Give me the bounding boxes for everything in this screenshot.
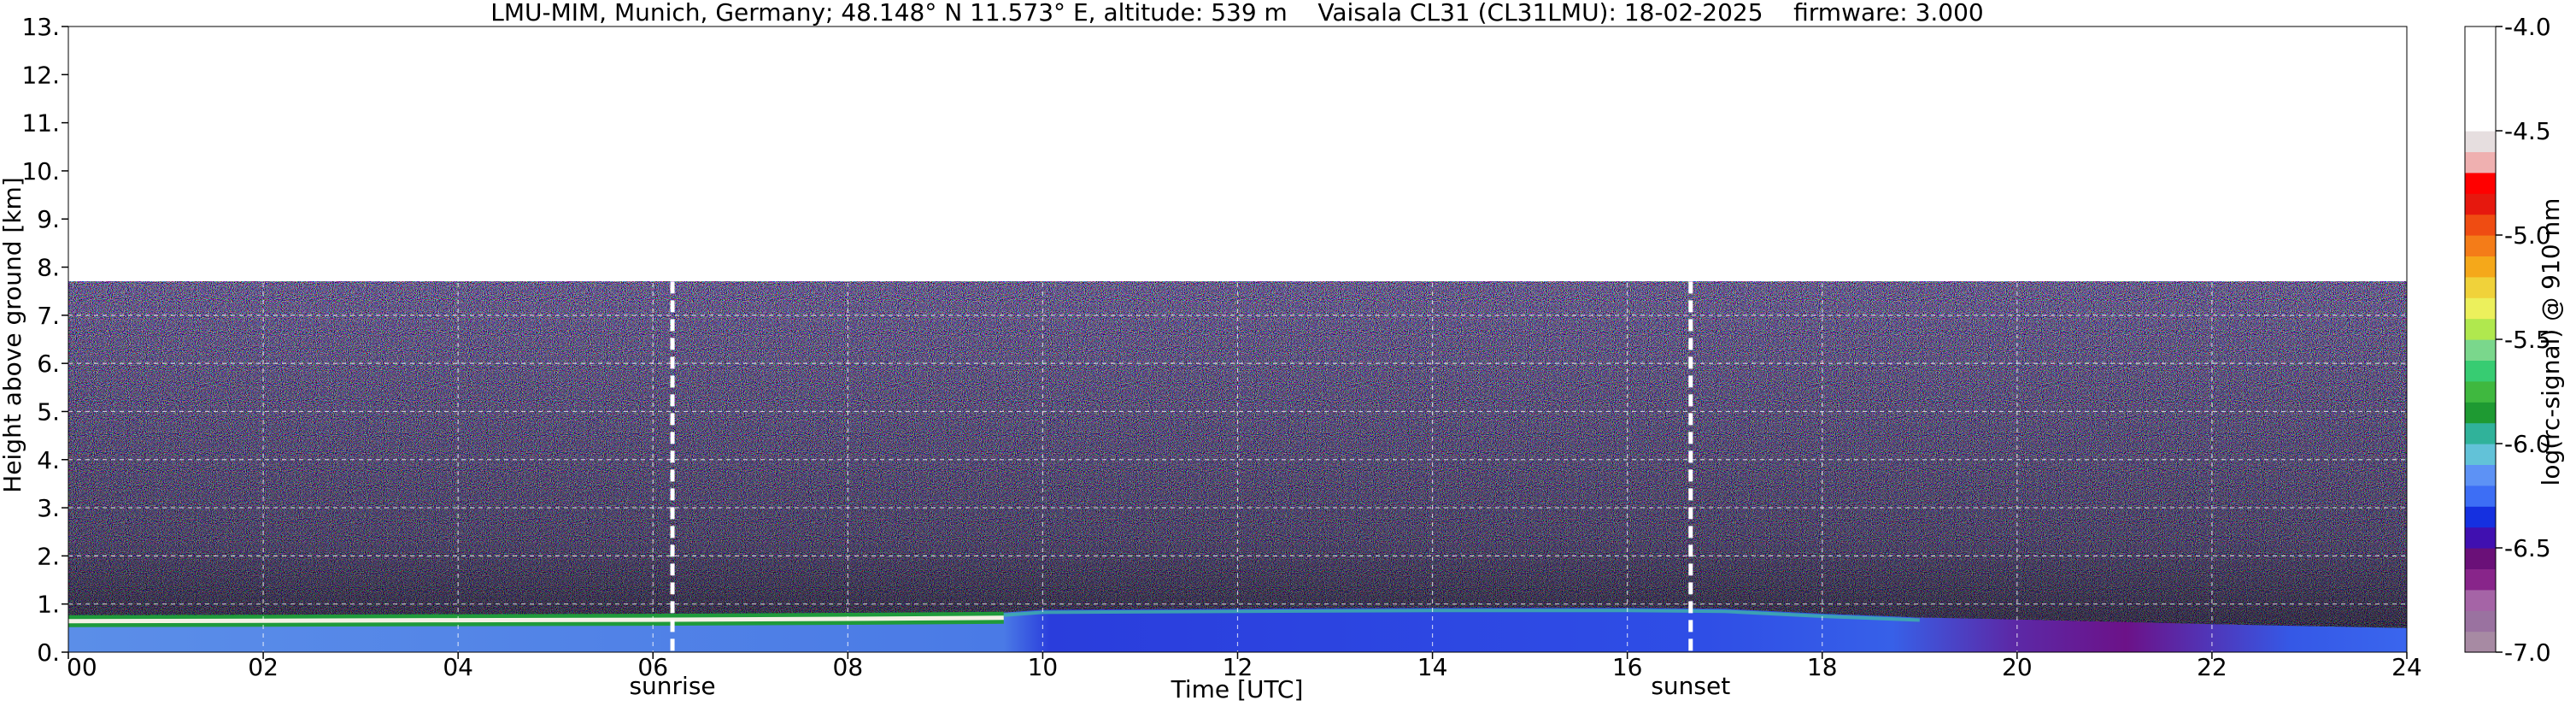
colorbar-segment xyxy=(2465,339,2496,361)
colorbar-segment xyxy=(2465,422,2496,444)
x-tick-label: 06 xyxy=(637,653,668,681)
colorbar-tick-label: -6.5 xyxy=(2504,534,2551,562)
grid xyxy=(68,26,2407,652)
colorbar-segment xyxy=(2465,172,2496,194)
colorbar-segment xyxy=(2465,256,2496,278)
y-tick-label: 0. xyxy=(37,638,60,667)
x-tick-label: 24 xyxy=(2391,653,2422,681)
x-axis: sunrise sunset 00 02 04 06 08 10 12 14 16 18 20 22 24 xyxy=(67,652,2422,700)
boundary-layer-edge-teal xyxy=(1003,609,1920,622)
y-tick-label: 12. xyxy=(21,61,60,89)
x-tick-label: 10 xyxy=(1028,653,1059,681)
x-tick-label: 08 xyxy=(833,653,864,681)
colorbar-tick-label: -5.5 xyxy=(2504,326,2551,354)
plot-area xyxy=(68,26,2407,652)
colorbar-label: log(rc-signal) @ 910 nm xyxy=(2537,198,2565,486)
event-lines xyxy=(670,281,1693,652)
colorbar-segment xyxy=(2465,464,2496,486)
colorbar-segment xyxy=(2465,360,2496,382)
colorbar-segment xyxy=(2465,527,2496,549)
colorbar-tick-label: -5.0 xyxy=(2504,221,2551,250)
colorbar-segment xyxy=(2465,235,2496,256)
x-tick-label: 02 xyxy=(248,653,279,681)
x-tick-label: 14 xyxy=(1417,653,1448,681)
colorbar-segment xyxy=(2465,131,2496,152)
y-tick-label: 1. xyxy=(37,591,60,619)
y-tick-label: 10. xyxy=(21,157,60,185)
x-tick-label: 04 xyxy=(443,653,473,681)
y-tick-label: 2. xyxy=(37,542,60,570)
colorbar xyxy=(2464,26,2497,653)
y-tick-label: 7. xyxy=(37,302,60,330)
colorbar-segment xyxy=(2465,318,2496,340)
chart-title: LMU-MIM, Munich, Germany; 48.148° N 11.5… xyxy=(490,0,1984,26)
y-tick-label: 6. xyxy=(37,350,60,378)
y-tick-label: 5. xyxy=(37,397,60,426)
x-tick-label: 12 xyxy=(1223,653,1253,681)
colorbar-tick-label: -6.0 xyxy=(2504,430,2551,458)
colorbar-segment xyxy=(2465,610,2496,632)
y-tick-label: 11. xyxy=(21,109,60,138)
colorbar-segment xyxy=(2465,26,2496,132)
colorbar-segment xyxy=(2465,214,2496,236)
sunset-label: sunset xyxy=(1651,672,1730,700)
colorbar-segment xyxy=(2465,548,2496,569)
colorbar-segment xyxy=(2465,568,2496,591)
sunrise-label: sunrise xyxy=(629,672,715,700)
colorbar-segment xyxy=(2465,402,2496,424)
x-tick-label: 00 xyxy=(67,653,97,681)
colorbar-segment xyxy=(2465,631,2496,653)
y-axis: 0. 1. 2. 3. 4. 5. 6. 7. 8. 9. 10. 11. 12. 13. xyxy=(21,13,68,667)
x-tick-label: 18 xyxy=(1807,653,1838,681)
colorbar-segment xyxy=(2465,506,2496,528)
colorbar-segment xyxy=(2465,380,2496,403)
colorbar-segment xyxy=(2465,297,2496,320)
x-tick-label: 22 xyxy=(2197,653,2227,681)
colorbar-segment xyxy=(2465,485,2496,507)
y-tick-label: 3. xyxy=(37,494,60,522)
y-tick-label: 8. xyxy=(37,254,60,282)
y-tick-label: 13. xyxy=(21,13,60,41)
colorbar-axis: -4.0 -4.5 -5.0 -5.5 -6.0 -6.5 -7.0 xyxy=(2496,13,2551,667)
colorbar-segment xyxy=(2465,193,2496,215)
y-tick-label: 9. xyxy=(37,205,60,233)
x-tick-label: 16 xyxy=(1612,653,1643,681)
colorbar-segment xyxy=(2465,276,2496,298)
y-axis-label: Height above ground [km] xyxy=(0,177,26,493)
x-axis-label: Time [UTC] xyxy=(1171,675,1304,703)
colorbar-tick-label: -7.0 xyxy=(2504,638,2551,667)
colorbar-segment xyxy=(2465,151,2496,174)
colorbar-segment xyxy=(2465,589,2496,611)
boundary-layer-edge-white xyxy=(68,615,1004,624)
colorbar-tick-label: -4.5 xyxy=(2504,117,2551,145)
colorbar-tick-label: -4.0 xyxy=(2504,13,2551,41)
y-tick-label: 4. xyxy=(37,446,60,474)
x-tick-label: 20 xyxy=(2002,653,2033,681)
colorbar-segment xyxy=(2465,444,2496,465)
